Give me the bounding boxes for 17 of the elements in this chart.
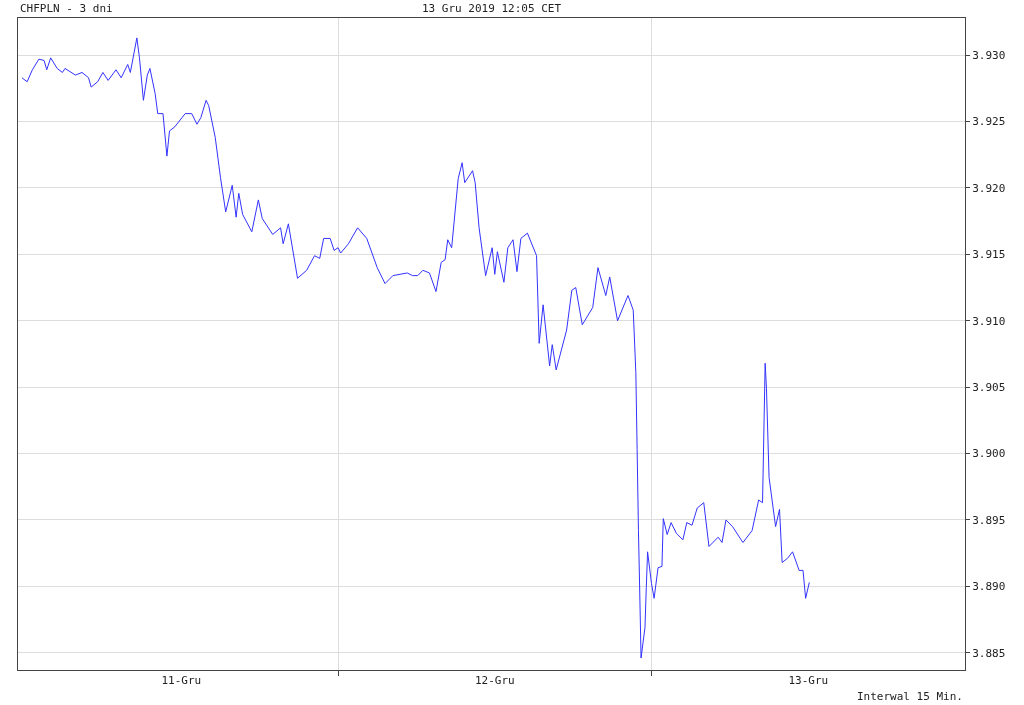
- y-tick-label: 3.885: [972, 646, 1006, 660]
- y-tick-label: 3.925: [972, 115, 1006, 129]
- x-tick-label: 13-Gru: [788, 674, 829, 688]
- y-tick-label: 3.890: [972, 580, 1006, 594]
- y-tick-label: 3.915: [972, 248, 1006, 262]
- y-tick-label: 3.905: [972, 381, 1006, 395]
- y-tick-label: 3.895: [972, 513, 1006, 527]
- y-tick-label: 3.930: [972, 49, 1006, 63]
- chart-title: CHFPLN - 3 dni: [20, 2, 113, 15]
- chart-subtitle: 13 Gru 2019 12:05 CET: [422, 2, 562, 15]
- x-tick-label: 11-Gru: [161, 674, 202, 688]
- y-tick-label: 3.920: [972, 181, 1006, 195]
- text: Interwal 15 Min.: [857, 690, 963, 703]
- y-tick-label: 3.910: [972, 314, 1006, 328]
- line-series: [21, 37, 810, 659]
- x-tick-label: 12-Gru: [474, 674, 515, 688]
- y-tick-label: 3.900: [972, 447, 1006, 461]
